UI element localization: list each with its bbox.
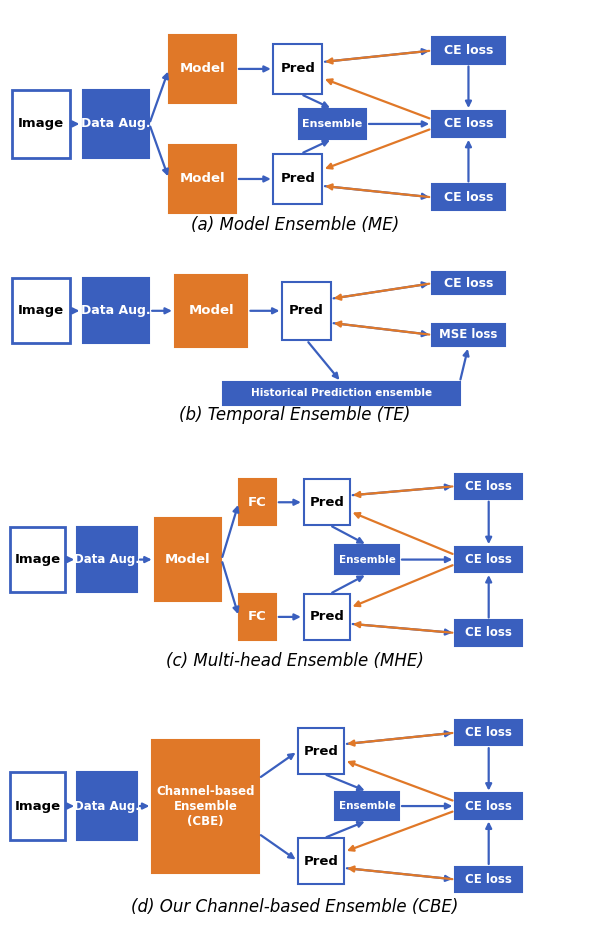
FancyBboxPatch shape: [432, 37, 504, 64]
Text: Pred: Pred: [280, 62, 315, 75]
Text: Data Aug.: Data Aug.: [74, 553, 140, 566]
FancyBboxPatch shape: [455, 547, 522, 572]
Text: Image: Image: [18, 304, 64, 317]
Text: CE loss: CE loss: [444, 44, 493, 57]
FancyBboxPatch shape: [304, 594, 350, 640]
FancyBboxPatch shape: [273, 153, 323, 205]
Text: Ensemble: Ensemble: [339, 801, 396, 811]
FancyBboxPatch shape: [432, 272, 504, 295]
FancyBboxPatch shape: [304, 479, 350, 525]
Text: Data Aug.: Data Aug.: [81, 304, 150, 317]
FancyBboxPatch shape: [432, 184, 504, 210]
Text: Historical Prediction ensemble: Historical Prediction ensemble: [251, 389, 432, 398]
Text: Pred: Pred: [309, 496, 344, 509]
Text: CE loss: CE loss: [466, 627, 512, 640]
Text: Model: Model: [180, 172, 225, 185]
FancyBboxPatch shape: [238, 479, 276, 525]
Text: CE loss: CE loss: [444, 277, 493, 290]
FancyBboxPatch shape: [83, 278, 149, 343]
Text: CE loss: CE loss: [466, 726, 512, 739]
Text: Pred: Pred: [304, 745, 339, 758]
Text: Ensemble: Ensemble: [339, 554, 396, 565]
Text: CE loss: CE loss: [444, 117, 493, 130]
Text: Pred: Pred: [304, 855, 339, 868]
Text: FC: FC: [248, 496, 267, 509]
Text: Data Aug.: Data Aug.: [74, 800, 140, 813]
FancyBboxPatch shape: [169, 34, 236, 103]
FancyBboxPatch shape: [432, 111, 504, 137]
Text: (a) Model Ensemble (ME): (a) Model Ensemble (ME): [191, 216, 399, 234]
Text: (d) Our Channel-based Ensemble (CBE): (d) Our Channel-based Ensemble (CBE): [132, 898, 458, 916]
FancyBboxPatch shape: [455, 867, 522, 892]
Text: Model: Model: [180, 62, 225, 75]
Text: Image: Image: [18, 117, 64, 130]
FancyBboxPatch shape: [10, 527, 65, 591]
Text: CE loss: CE loss: [466, 480, 512, 493]
FancyBboxPatch shape: [298, 838, 344, 884]
Text: Channel-based
Ensemble
(CBE): Channel-based Ensemble (CBE): [156, 785, 255, 828]
Text: (b) Temporal Ensemble (TE): (b) Temporal Ensemble (TE): [179, 406, 411, 424]
Text: (c) Multi-head Ensemble (MHE): (c) Multi-head Ensemble (MHE): [166, 652, 424, 670]
Text: Pred: Pred: [309, 610, 344, 623]
FancyBboxPatch shape: [152, 739, 259, 872]
Text: FC: FC: [248, 610, 267, 623]
FancyBboxPatch shape: [298, 728, 344, 774]
Text: Image: Image: [15, 553, 61, 566]
Text: Image: Image: [15, 800, 61, 813]
FancyBboxPatch shape: [273, 44, 323, 94]
FancyBboxPatch shape: [155, 518, 221, 601]
FancyBboxPatch shape: [12, 278, 70, 343]
Text: Model: Model: [165, 553, 211, 566]
Text: Model: Model: [188, 304, 234, 317]
FancyBboxPatch shape: [336, 791, 399, 820]
FancyBboxPatch shape: [455, 793, 522, 818]
FancyBboxPatch shape: [223, 382, 460, 405]
FancyBboxPatch shape: [336, 545, 399, 574]
FancyBboxPatch shape: [83, 89, 149, 158]
FancyBboxPatch shape: [77, 772, 137, 841]
FancyBboxPatch shape: [10, 772, 65, 841]
FancyBboxPatch shape: [455, 473, 522, 498]
Text: Pred: Pred: [289, 304, 324, 317]
FancyBboxPatch shape: [238, 594, 276, 640]
FancyBboxPatch shape: [175, 274, 247, 347]
FancyBboxPatch shape: [282, 282, 331, 340]
Text: Data Aug.: Data Aug.: [81, 117, 150, 130]
Text: Pred: Pred: [280, 172, 315, 185]
FancyBboxPatch shape: [169, 144, 236, 213]
Text: CE loss: CE loss: [466, 553, 512, 566]
Text: CE loss: CE loss: [466, 873, 512, 886]
FancyBboxPatch shape: [12, 89, 70, 158]
FancyBboxPatch shape: [77, 527, 137, 591]
FancyBboxPatch shape: [455, 720, 522, 745]
FancyBboxPatch shape: [299, 109, 366, 139]
Text: CE loss: CE loss: [466, 800, 512, 813]
Text: CE loss: CE loss: [444, 191, 493, 204]
FancyBboxPatch shape: [455, 620, 522, 645]
Text: Ensemble: Ensemble: [303, 119, 363, 129]
Text: MSE loss: MSE loss: [440, 328, 497, 341]
FancyBboxPatch shape: [432, 324, 504, 346]
